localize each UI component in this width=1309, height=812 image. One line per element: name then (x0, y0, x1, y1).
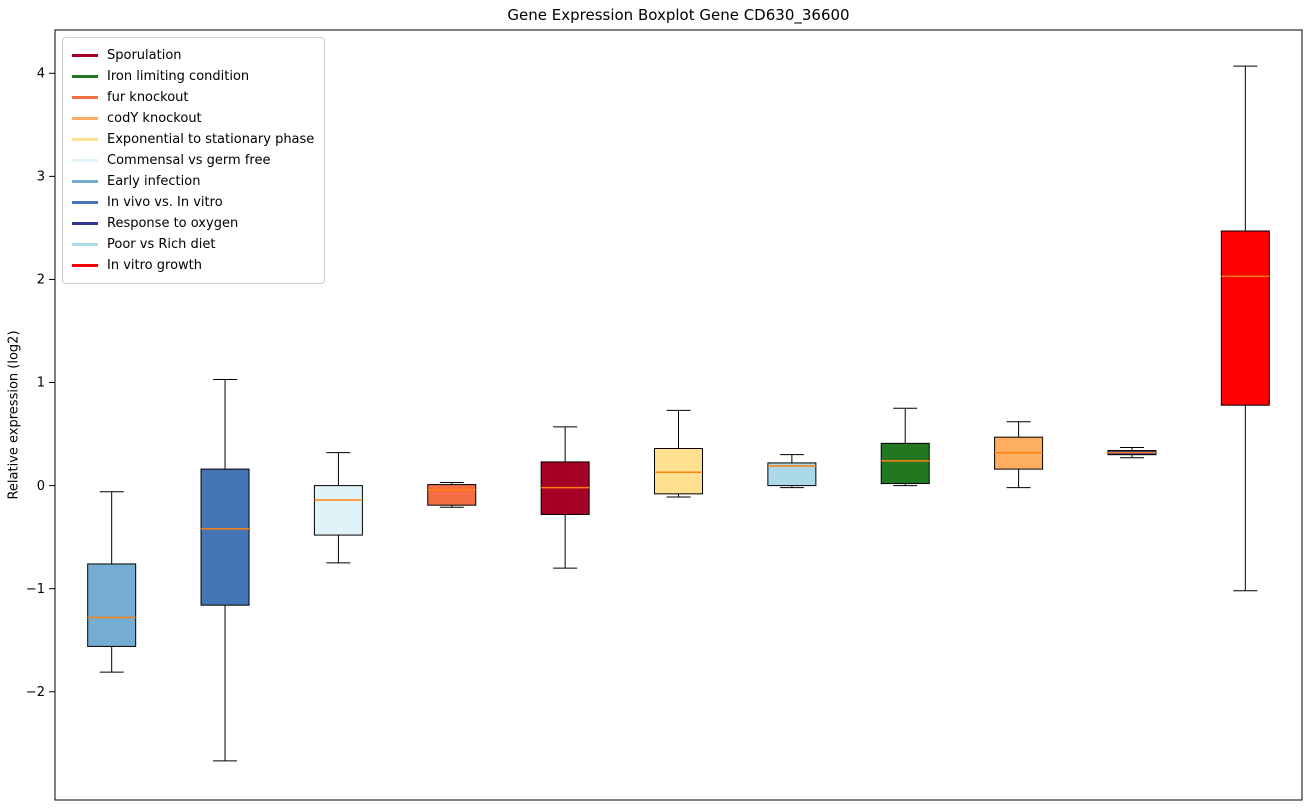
legend-label: Poor vs Rich diet (107, 237, 216, 252)
box-cody-knockout (994, 421, 1044, 489)
legend-swatch (72, 117, 98, 120)
legend-swatch (72, 159, 98, 162)
legend-label: Exponential to stationary phase (107, 132, 315, 147)
iqr-box (427, 484, 477, 506)
iqr-box (313, 485, 363, 536)
y-tick-label: 4 (37, 66, 45, 81)
y-tick-label: 1 (37, 376, 45, 391)
box-iron-limiting-condition (880, 407, 930, 487)
legend-label: Sporulation (107, 48, 182, 63)
box-early-infection (87, 491, 137, 673)
legend-swatch (72, 201, 98, 204)
y-tick-label: 0 (37, 479, 45, 494)
box-poor-vs-rich-diet (767, 454, 817, 489)
legend: Sporulation Iron limiting condition fur kn… (62, 37, 326, 284)
iqr-box (1220, 230, 1270, 406)
legend-item: Response to oxygen (72, 213, 314, 234)
legend-swatch (72, 264, 98, 267)
legend-item: Sporulation (72, 45, 314, 66)
legend-label: codY knockout (107, 111, 202, 126)
box-response-to-oxygen (1107, 446, 1157, 459)
legend-item: Early infection (72, 171, 314, 192)
legend-item: Iron limiting condition (72, 66, 314, 87)
legend-item: fur knockout (72, 87, 314, 108)
legend-swatch (72, 96, 98, 99)
iqr-box (200, 468, 250, 606)
legend-label: In vivo vs. In vitro (107, 195, 223, 210)
plot-frame (54, 29, 1303, 801)
legend-label: Early infection (107, 174, 201, 189)
legend-label: Commensal vs germ free (107, 153, 271, 168)
legend-swatch (72, 243, 98, 246)
iqr-box (87, 563, 137, 647)
iqr-box (767, 462, 817, 487)
box-in-vitro-growth (1220, 65, 1270, 592)
legend-item: In vitro growth (72, 255, 314, 276)
legend-item: Commensal vs germ free (72, 150, 314, 171)
iqr-box (654, 448, 703, 495)
box-exponential-to-stationary-phase (654, 409, 703, 498)
legend-item: codY knockout (72, 108, 314, 129)
boxes-group (87, 65, 1270, 762)
legend-label: Response to oxygen (107, 216, 239, 231)
box-commensal-vs-germ-free (313, 452, 363, 564)
chart-title: Gene Expression Boxplot Gene CD630_36600 (507, 6, 850, 24)
box-in-vivo-vs-in-vitro (200, 378, 250, 762)
legend-swatch (72, 75, 98, 78)
legend-label: fur knockout (107, 90, 189, 105)
legend-item: In vivo vs. In vitro (72, 192, 314, 213)
legend-swatch (72, 222, 98, 225)
legend-label: Iron limiting condition (107, 69, 250, 84)
legend-item: Poor vs Rich diet (72, 234, 314, 255)
y-tick-label: −1 (26, 582, 45, 597)
y-axis-ticks: −2 −1 0 1 2 3 4 (26, 66, 55, 700)
box-sporulation (540, 426, 590, 569)
legend-swatch (72, 138, 98, 141)
y-tick-label: −2 (26, 685, 45, 700)
box-fur-knockout (427, 482, 477, 508)
legend-swatch (72, 54, 98, 57)
legend-swatch (72, 180, 98, 183)
y-tick-label: 2 (37, 273, 45, 288)
y-tick-label: 3 (37, 170, 45, 185)
legend-label: In vitro growth (107, 258, 202, 273)
legend-item: Exponential to stationary phase (72, 129, 314, 150)
iqr-box (880, 442, 930, 485)
